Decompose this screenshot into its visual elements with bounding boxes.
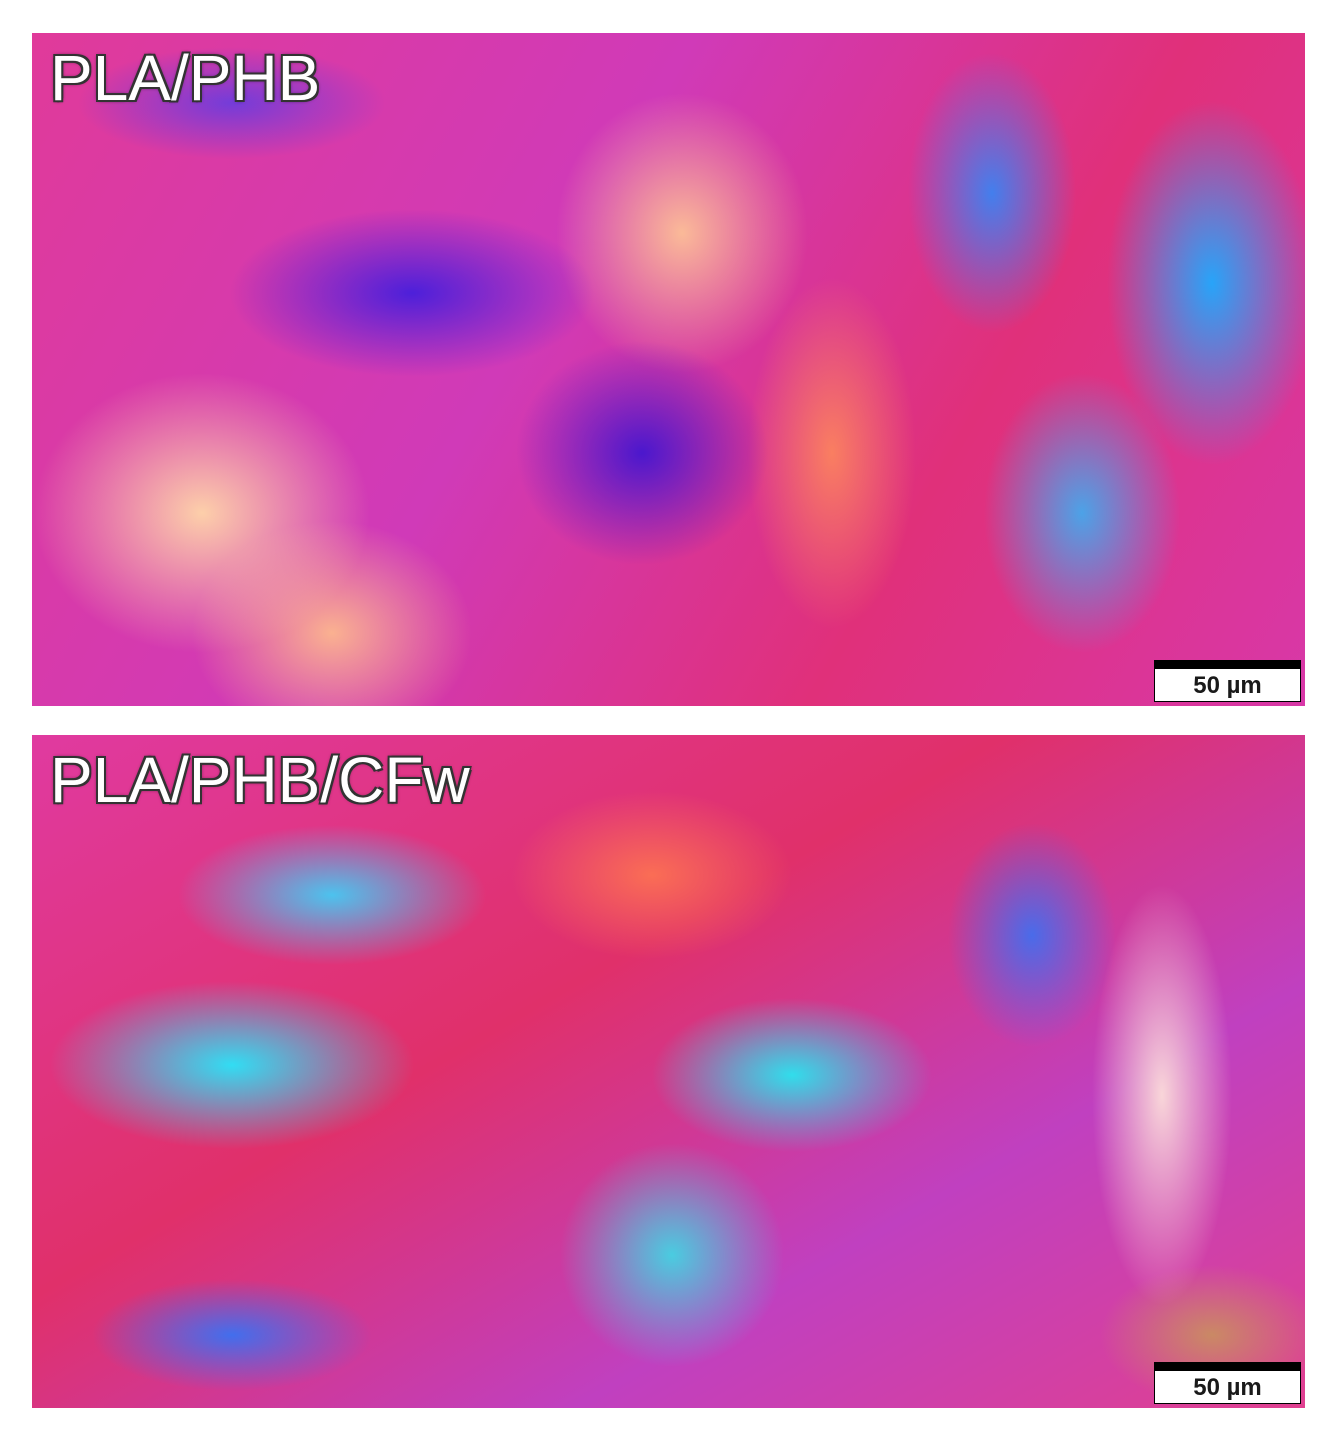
panel-label: PLA/PHB/CFw: [50, 744, 470, 816]
scale-bar: 50 µm: [1154, 1362, 1301, 1404]
scale-bar-text: 50 µm: [1193, 1374, 1262, 1401]
scale-bar-text: 50 µm: [1193, 672, 1262, 699]
scale-bar-line: [1155, 661, 1300, 669]
micrograph-pla-phb: PLA/PHB 50 µm: [32, 33, 1305, 706]
micrograph-pla-phb-cfw: PLA/PHB/CFw 50 µm: [32, 735, 1305, 1408]
panel-label: PLA/PHB: [50, 42, 321, 114]
scale-bar-line: [1155, 1363, 1300, 1371]
scale-bar: 50 µm: [1154, 660, 1301, 702]
